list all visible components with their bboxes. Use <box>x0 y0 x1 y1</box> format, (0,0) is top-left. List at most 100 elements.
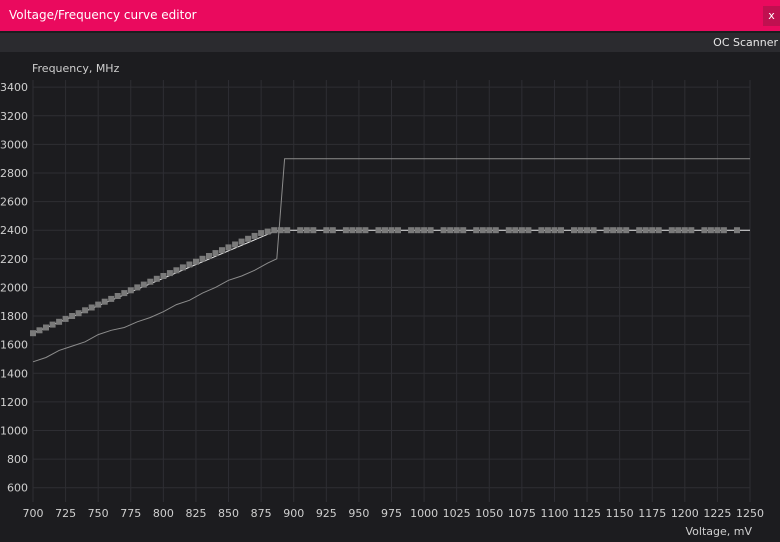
curve-point[interactable] <box>440 227 447 234</box>
curve-point[interactable] <box>349 227 356 234</box>
vf-curve-chart[interactable]: Frequency, MHz Voltage, mV 600 800 1000 120… <box>0 52 780 542</box>
curve-point[interactable] <box>355 227 362 234</box>
curve-point[interactable] <box>101 298 108 305</box>
curve-point[interactable] <box>219 247 225 254</box>
curve-point[interactable] <box>688 227 695 234</box>
curve-point[interactable] <box>43 324 49 331</box>
curve-point[interactable] <box>616 227 623 234</box>
curve-point[interactable] <box>49 321 56 328</box>
curve-point[interactable] <box>284 227 291 234</box>
curve-point[interactable] <box>603 227 610 234</box>
curve-point[interactable] <box>238 238 245 245</box>
curve-point[interactable] <box>538 227 545 234</box>
curve-point[interactable] <box>166 270 173 277</box>
curve-point[interactable] <box>88 304 95 311</box>
curve-point[interactable] <box>668 227 675 234</box>
curve-point[interactable] <box>153 275 160 282</box>
curve-point[interactable] <box>551 227 558 234</box>
curve-point[interactable] <box>453 227 460 234</box>
curve-point[interactable] <box>56 318 63 325</box>
curve-point[interactable] <box>395 227 401 234</box>
curve-point[interactable] <box>590 227 597 234</box>
curve-point[interactable] <box>649 227 656 234</box>
curve-point[interactable] <box>636 227 643 234</box>
curve-point[interactable] <box>323 227 330 234</box>
curve-point[interactable] <box>179 264 186 271</box>
curve-point[interactable] <box>134 284 141 291</box>
curve-point[interactable] <box>681 227 688 234</box>
curve-point[interactable] <box>734 227 740 234</box>
y-tick-label: 3200 <box>0 110 28 123</box>
curve-point[interactable] <box>75 310 82 317</box>
oc-scanner-button[interactable]: OC Scanner <box>713 36 778 49</box>
curve-point[interactable] <box>206 253 212 259</box>
curve-point[interactable] <box>264 228 271 235</box>
curve-point[interactable] <box>473 227 480 234</box>
curve-point[interactable] <box>421 227 428 234</box>
curve-point[interactable] <box>512 227 519 234</box>
close-button[interactable]: x <box>763 6 780 26</box>
curve-point[interactable] <box>245 235 252 242</box>
curve-point[interactable] <box>297 227 304 234</box>
curve-point[interactable] <box>95 301 102 308</box>
curve-point[interactable] <box>447 227 454 234</box>
curve-point[interactable] <box>505 227 512 234</box>
curve-point[interactable] <box>375 227 382 234</box>
curve-point[interactable] <box>707 227 714 234</box>
curve-point[interactable] <box>408 227 415 234</box>
curve-point[interactable] <box>525 227 532 234</box>
curve-point[interactable] <box>382 227 388 234</box>
curve-point[interactable] <box>571 227 577 234</box>
curve-point[interactable] <box>173 267 180 274</box>
curve-point[interactable] <box>277 227 284 234</box>
curve-point[interactable] <box>69 313 76 319</box>
curve-point[interactable] <box>675 227 682 234</box>
curve-point[interactable] <box>460 227 467 234</box>
curve-point[interactable] <box>199 255 206 262</box>
curve-point[interactable] <box>544 227 551 234</box>
curve-point[interactable] <box>584 227 590 234</box>
curve-point[interactable] <box>362 227 369 234</box>
curve-point[interactable] <box>642 227 649 234</box>
curve-point[interactable] <box>486 227 493 234</box>
curve-point[interactable] <box>388 227 395 234</box>
curve-point[interactable] <box>310 227 317 234</box>
curve-point[interactable] <box>558 227 564 234</box>
curve-point[interactable] <box>610 227 617 234</box>
curve-point[interactable] <box>329 227 336 234</box>
curve-point[interactable] <box>655 227 662 234</box>
curve-point[interactable] <box>342 227 349 234</box>
curve-point[interactable] <box>251 232 258 239</box>
curve-point[interactable] <box>577 227 584 234</box>
curve-point[interactable] <box>492 227 499 234</box>
curve-point[interactable] <box>186 261 193 268</box>
curve-points[interactable] <box>30 227 740 337</box>
curve-point[interactable] <box>140 281 147 288</box>
curve-point[interactable] <box>62 315 69 322</box>
curve-point[interactable] <box>414 227 421 234</box>
curve-point[interactable] <box>303 227 310 234</box>
curve-point[interactable] <box>82 307 89 314</box>
curve-point[interactable] <box>518 227 525 234</box>
curve-point[interactable] <box>30 330 36 337</box>
curve-point[interactable] <box>271 227 278 234</box>
curve-point[interactable] <box>479 227 486 234</box>
curve-point[interactable] <box>114 293 121 299</box>
curve-point[interactable] <box>127 287 134 294</box>
curve-point[interactable] <box>720 227 727 234</box>
curve-point[interactable] <box>193 258 199 265</box>
curve-point[interactable] <box>108 295 115 302</box>
x-tick-label: 1150 <box>606 507 634 520</box>
curve-point[interactable] <box>714 227 721 234</box>
curve-point[interactable] <box>36 327 43 334</box>
curve-point[interactable] <box>701 227 708 234</box>
curve-point[interactable] <box>623 227 630 234</box>
curve-point[interactable] <box>212 250 219 257</box>
curve-point[interactable] <box>160 273 167 279</box>
curve-point[interactable] <box>258 230 265 237</box>
curve-point[interactable] <box>147 278 154 285</box>
curve-point[interactable] <box>427 227 434 234</box>
curve-point[interactable] <box>121 290 128 297</box>
curve-point[interactable] <box>225 244 232 251</box>
curve-point[interactable] <box>232 241 239 248</box>
